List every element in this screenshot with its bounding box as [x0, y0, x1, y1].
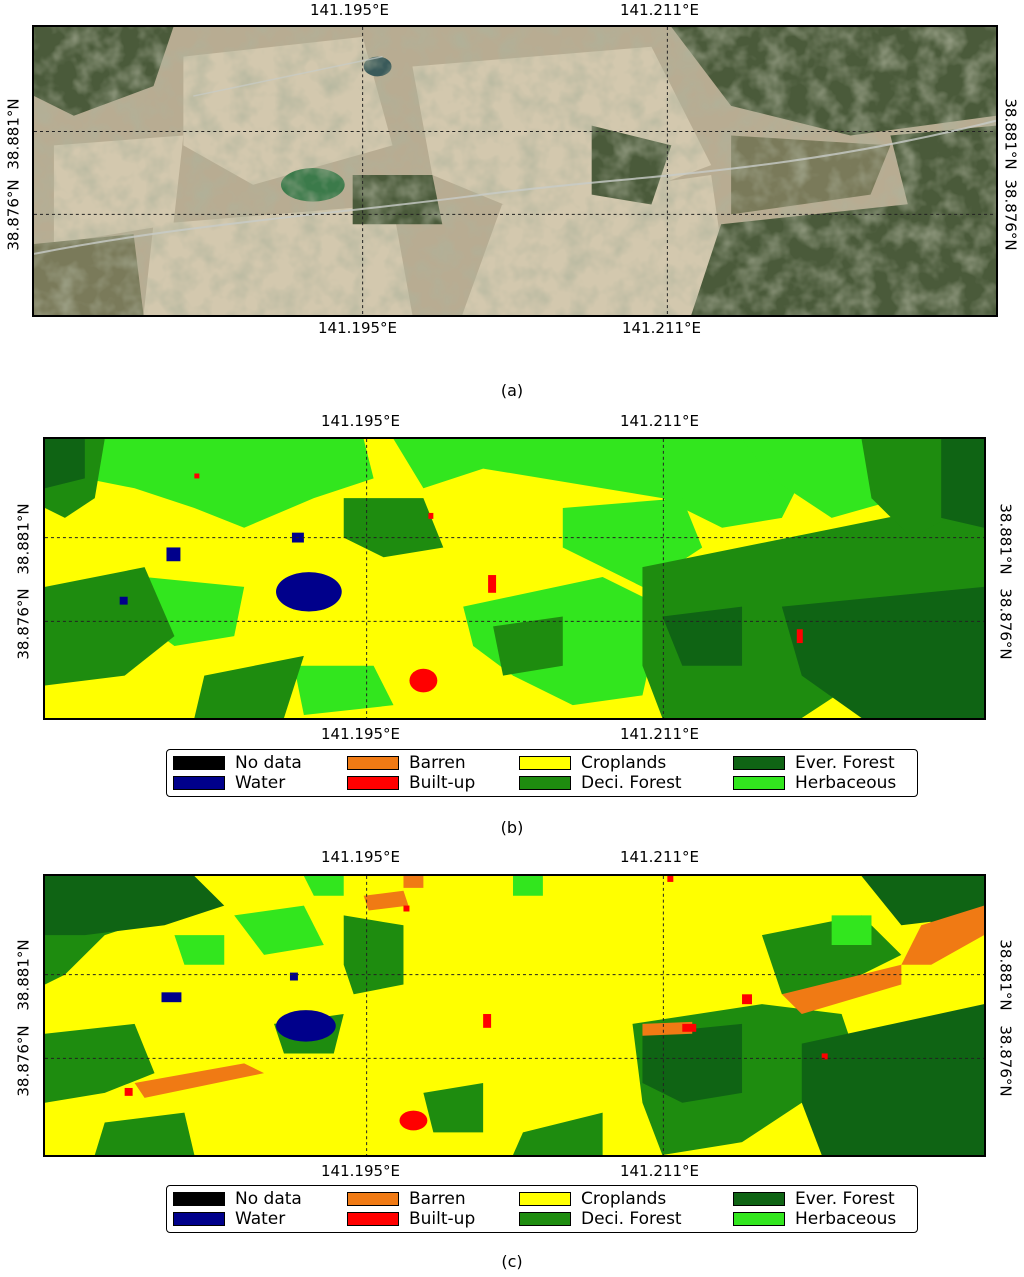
legend-c-no-data-swatch: [173, 1192, 225, 1206]
legend-b-deci-forest-label: Deci. Forest: [581, 773, 682, 793]
legend-c-no-data: No data: [173, 1189, 302, 1209]
panel-a-bottom-lon-left: 141.195°E: [318, 319, 398, 337]
satellite-image: [34, 27, 996, 315]
legend-c-built-up-swatch: [347, 1212, 399, 1226]
panel-b-left-lat-top: 38.881°N: [14, 503, 33, 575]
panel-b-right-lat-top: 38.881°N: [996, 503, 1015, 575]
legend-c-barren-swatch: [347, 1192, 399, 1206]
panel-c-top-lon-right: 141.211°E: [620, 848, 700, 866]
legend-c-herbaceous: Herbaceous: [733, 1209, 897, 1229]
landcover-map-b: [43, 437, 986, 720]
legend-b-herbaceous-swatch: [733, 776, 785, 790]
legend-b-built-up: Built-up: [347, 773, 476, 793]
legend-c-deci-forest-swatch: [519, 1212, 571, 1226]
panel-b-top-lon-right: 141.211°E: [620, 412, 700, 430]
legend-b-ever-forest-label: Ever. Forest: [795, 753, 895, 773]
legend-c-deci-forest-label: Deci. Forest: [581, 1209, 682, 1229]
legend-c: No data Water Barren Built-up Croplands …: [166, 1185, 918, 1233]
panel-a-left-lat-bottom: 38.876°N: [4, 179, 23, 251]
legend-b-herbaceous: Herbaceous: [733, 773, 897, 793]
legend-b-no-data-label: No data: [235, 753, 302, 773]
legend-c-herbaceous-label: Herbaceous: [795, 1209, 897, 1229]
panel-a-bottom-lon-right: 141.211°E: [622, 319, 702, 337]
caption-a: (a): [500, 381, 524, 400]
caption-c: (c): [501, 1252, 523, 1271]
legend-c-water-label: Water: [235, 1209, 286, 1229]
legend-b-no-data-swatch: [173, 756, 225, 770]
legend-b-ever-forest-swatch: [733, 756, 785, 770]
panel-b-left-lat-bottom: 38.876°N: [14, 588, 33, 660]
legend-c-no-data-label: No data: [235, 1189, 302, 1209]
legend-c-built-up-label: Built-up: [409, 1209, 476, 1229]
panel-a-top-lon-right: 141.211°E: [620, 1, 700, 19]
legend-c-ever-forest-label: Ever. Forest: [795, 1189, 895, 1209]
panel-a-top-lon-left: 141.195°E: [310, 1, 390, 19]
legend-b-croplands-label: Croplands: [581, 753, 667, 773]
legend-b-water-swatch: [173, 776, 225, 790]
legend-b-barren: Barren: [347, 753, 466, 773]
legend-b-deci-forest-swatch: [519, 776, 571, 790]
landcover-map-c-image: [45, 876, 984, 1155]
legend-b-barren-swatch: [347, 756, 399, 770]
panel-b-bottom-lon-right: 141.211°E: [620, 725, 700, 743]
panel-a-left-lat-top: 38.881°N: [4, 98, 23, 170]
legend-b-croplands-swatch: [519, 756, 571, 770]
legend-c-barren: Barren: [347, 1189, 466, 1209]
legend-b: No data Water Barren Built-up Croplands …: [166, 749, 918, 797]
landcover-map-b-image: [45, 439, 984, 718]
panel-b-top-lon-left: 141.195°E: [321, 412, 401, 430]
panel-c-left-lat-bottom: 38.876°N: [14, 1025, 33, 1097]
legend-b-croplands: Croplands: [519, 753, 667, 773]
panel-b-right-lat-bottom: 38.876°N: [996, 588, 1015, 660]
panel-c-left-lat-top: 38.881°N: [14, 939, 33, 1011]
legend-b-built-up-swatch: [347, 776, 399, 790]
legend-b-no-data: No data: [173, 753, 302, 773]
legend-b-deci-forest: Deci. Forest: [519, 773, 682, 793]
legend-b-ever-forest: Ever. Forest: [733, 753, 895, 773]
legend-c-croplands: Croplands: [519, 1189, 667, 1209]
legend-c-barren-label: Barren: [409, 1189, 466, 1209]
caption-b: (b): [500, 818, 524, 837]
legend-c-built-up: Built-up: [347, 1209, 476, 1229]
legend-b-barren-label: Barren: [409, 753, 466, 773]
legend-c-ever-forest: Ever. Forest: [733, 1189, 895, 1209]
panel-a-right-lat-top: 38.881°N: [1001, 98, 1020, 170]
panel-a-right-lat-bottom: 38.876°N: [1001, 179, 1020, 251]
legend-c-ever-forest-swatch: [733, 1192, 785, 1206]
panel-c-top-lon-left: 141.195°E: [321, 848, 401, 866]
panel-c-right-lat-bottom: 38.876°N: [996, 1025, 1015, 1097]
satellite-image-panel: [32, 25, 998, 317]
panel-c-bottom-lon-left: 141.195°E: [321, 1162, 401, 1180]
legend-c-water: Water: [173, 1209, 286, 1229]
panel-c-right-lat-top: 38.881°N: [996, 939, 1015, 1011]
legend-b-herbaceous-label: Herbaceous: [795, 773, 897, 793]
legend-c-deci-forest: Deci. Forest: [519, 1209, 682, 1229]
panel-c-bottom-lon-right: 141.211°E: [620, 1162, 700, 1180]
landcover-map-c: [43, 874, 986, 1157]
legend-c-water-swatch: [173, 1212, 225, 1226]
legend-c-croplands-swatch: [519, 1192, 571, 1206]
panel-b-bottom-lon-left: 141.195°E: [321, 725, 401, 743]
legend-b-water: Water: [173, 773, 286, 793]
legend-b-water-label: Water: [235, 773, 286, 793]
legend-c-herbaceous-swatch: [733, 1212, 785, 1226]
legend-c-croplands-label: Croplands: [581, 1189, 667, 1209]
legend-b-built-up-label: Built-up: [409, 773, 476, 793]
